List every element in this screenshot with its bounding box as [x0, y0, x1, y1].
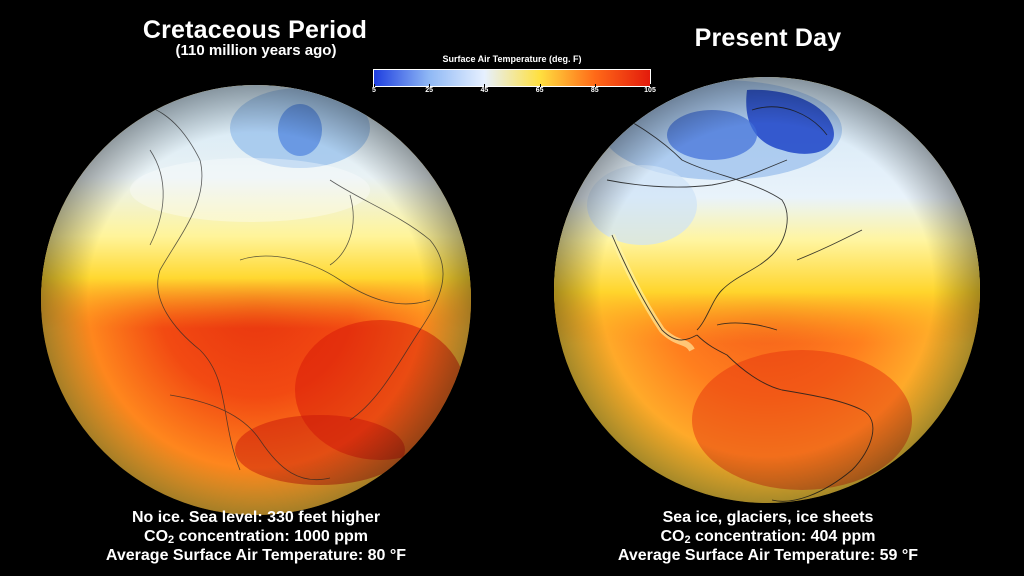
colorbar-title: Surface Air Temperature (deg. F) — [442, 54, 582, 64]
cretaceous-subtitle: (110 million years ago) — [175, 42, 337, 59]
colorbar-tick-label: 25 — [425, 87, 434, 94]
colorbar-tick-label: 105 — [644, 87, 656, 94]
present-day-panel: Present Day Sea ice, glaciers, ice sheet… — [512, 0, 1024, 576]
present-day-title: Present Day — [694, 24, 842, 52]
cretaceous-co2: CO2 concentration: 1000 ppm — [144, 528, 368, 546]
colorbar-tick — [650, 84, 651, 87]
temperature-colorbar: Surface Air Temperature (deg. F) 5 25 45 65… — [372, 54, 656, 98]
cretaceous-globe — [41, 85, 471, 515]
present-day-co2: CO2 concentration: 404 ppm — [660, 528, 876, 546]
colorbar-tick — [484, 84, 486, 87]
colorbar-tick — [594, 84, 596, 87]
cretaceous-title: Cretaceous Period — [142, 16, 368, 44]
present-day-caption: Sea ice, glaciers, ice sheets CO2 concen… — [512, 508, 1024, 565]
cretaceous-panel: Cretaceous Period (110 million years ago… — [0, 16, 512, 565]
colorbar-tick — [374, 84, 375, 87]
cretaceous-ice-sea-level: No ice. Sea level: 330 feet higher — [131, 509, 381, 526]
colorbar-tick — [539, 84, 541, 87]
colorbar-gradient — [373, 69, 651, 87]
present-day-avg-temp: Average Surface Air Temperature: 59 °F — [617, 547, 919, 564]
cretaceous-caption: No ice. Sea level: 330 feet higher CO2 c… — [0, 508, 512, 565]
colorbar-tick — [429, 84, 431, 87]
colorbar-tick-label: 85 — [590, 87, 599, 94]
present-day-globe — [554, 77, 980, 503]
colorbar-tick-label: 45 — [480, 87, 489, 94]
colorbar-tick-label: 5 — [372, 87, 376, 94]
colorbar-tick-label: 65 — [535, 87, 544, 94]
present-day-ice: Sea ice, glaciers, ice sheets — [662, 509, 874, 526]
cretaceous-avg-temp: Average Surface Air Temperature: 80 °F — [105, 547, 407, 564]
